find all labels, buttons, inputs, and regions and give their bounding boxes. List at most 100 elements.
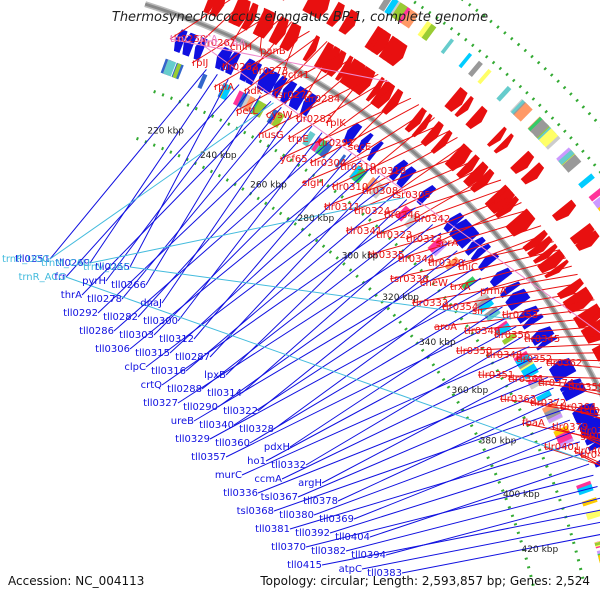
gene-arrow-forward xyxy=(493,133,514,154)
reverse-gene-leader xyxy=(353,430,576,520)
gene-arrow-forward xyxy=(273,18,289,45)
cog-block-reverse xyxy=(483,306,498,318)
rrna-gene-leader xyxy=(199,42,600,334)
gene-arrow-forward xyxy=(527,235,553,258)
forward-gene-label: tlr0263 xyxy=(222,62,258,73)
forward-gene-label: tlr0349 xyxy=(464,326,500,337)
forward-gene-leader xyxy=(301,123,443,184)
forward-gene-leader xyxy=(345,179,502,232)
gene-arrow-forward xyxy=(334,55,354,82)
forward-gene-leader xyxy=(375,186,509,236)
forward-gene-label: tlr0335 xyxy=(368,250,404,261)
forward-gene-label: petL xyxy=(236,106,258,117)
reverse-gene-label: tll0415 xyxy=(287,560,322,571)
forward-gene-leader xyxy=(281,26,302,76)
reverse-gene-leader xyxy=(369,463,590,538)
forward-gene-label: tlr0304 xyxy=(310,158,346,169)
reverse-gene-label: tll0282 xyxy=(103,312,138,323)
reverse-gene-label: tsl0367 xyxy=(261,492,298,503)
kbp-tick-label: 380 kbp xyxy=(480,437,517,447)
forward-gene-label: prmA xyxy=(480,286,507,297)
forward-gene-leader xyxy=(383,165,488,216)
cog-block-reverse xyxy=(197,73,208,90)
forward-gene-leader xyxy=(353,157,480,212)
cog-block-forward xyxy=(513,102,533,122)
reverse-gene-label: tll0266 xyxy=(111,280,146,291)
reverse-gene-leader xyxy=(297,387,554,498)
gene-arrow-forward xyxy=(520,162,545,185)
reverse-gene-leader xyxy=(313,419,571,516)
forward-gene-leader xyxy=(369,117,435,172)
cog-block-forward xyxy=(538,128,559,148)
gene-arrow-reverse xyxy=(343,122,360,144)
gene-arrow-forward xyxy=(582,322,600,339)
cog-block-forward xyxy=(562,154,582,173)
gene-arrow-forward xyxy=(411,113,433,138)
cog-block-forward xyxy=(530,119,550,138)
forward-gene-leader xyxy=(199,0,247,44)
forward-gene-leader xyxy=(551,426,600,442)
forward-gene-label: thiC xyxy=(458,262,478,273)
gene-arrow-forward xyxy=(532,243,558,264)
gene-arrow-reverse xyxy=(457,228,480,249)
cog-block-reverse xyxy=(473,292,489,306)
cog-block-reverse xyxy=(335,154,347,168)
cog-block-reverse xyxy=(547,412,563,424)
reverse-gene-leader xyxy=(257,377,548,494)
cog-block-forward xyxy=(403,11,419,29)
cog-block-forward xyxy=(527,116,543,132)
cog-block-reverse xyxy=(252,100,263,116)
forward-gene-label: tsr0338 xyxy=(390,274,429,285)
kbp-tick-label: 220 kbp xyxy=(147,127,184,137)
forward-gene-leader xyxy=(169,0,231,40)
forward-gene-leader xyxy=(397,217,535,260)
trna-gene-leader xyxy=(49,102,274,260)
forward-gene-label: trxA xyxy=(450,282,471,293)
forward-gene-label: tlr0354 xyxy=(442,302,478,313)
gene-arrow-forward xyxy=(365,76,385,102)
forward-gene-leader xyxy=(213,30,310,88)
forward-gene-label: tlr0323 xyxy=(376,230,412,241)
forward-gene-label: ycf65 xyxy=(280,154,308,165)
gene-arrow-forward xyxy=(268,16,285,43)
gene-arrow-forward xyxy=(544,259,569,279)
rrna-gene-label: trnL_CAA xyxy=(200,38,246,49)
forward-gene-label: tlr0345 xyxy=(524,334,560,345)
forward-gene-label: tlr0363 xyxy=(500,394,536,405)
forward-gene-leader xyxy=(235,51,345,112)
reverse-gene-leader xyxy=(177,132,323,322)
gene-arrow-forward xyxy=(421,121,444,147)
forward-gene-label: tlr0284 xyxy=(304,94,340,105)
kbp-tick-label: 280 kbp xyxy=(298,214,335,224)
reverse-gene-leader xyxy=(241,224,434,394)
reverse-gene-leader xyxy=(169,167,371,354)
reverse-gene-leader xyxy=(265,325,517,462)
forward-gene-leader xyxy=(279,97,412,160)
reverse-gene-label: tll0332 xyxy=(271,460,306,471)
cog-block-forward xyxy=(592,196,600,209)
cog-block-reverse xyxy=(172,63,182,79)
cog-block-reverse xyxy=(474,293,491,309)
reverse-gene-leader xyxy=(185,191,399,372)
forward-gene-leader xyxy=(433,307,600,328)
cog-block-forward xyxy=(588,187,600,202)
reverse-gene-leader xyxy=(161,113,293,304)
cog-block-forward xyxy=(378,0,392,12)
reverse-gene-leader xyxy=(273,408,565,512)
gene-arrow-forward xyxy=(284,24,302,52)
forward-gene-leader xyxy=(579,410,600,420)
kbp-tick-label: 320 kbp xyxy=(382,293,419,303)
reverse-gene-leader xyxy=(129,79,229,268)
reverse-gene-label: tll0251 xyxy=(15,254,50,265)
reverse-gene-label: tll0360 xyxy=(215,438,250,449)
reverse-gene-label: tll0392 xyxy=(295,528,330,539)
forward-gene-label: tlr0389 xyxy=(580,426,600,437)
cog-block-forward xyxy=(399,7,415,26)
forward-gene-label: tlr0342 xyxy=(414,214,450,225)
cog-block-forward xyxy=(496,85,512,102)
cog-block-forward xyxy=(384,0,399,16)
reverse-gene-leader xyxy=(105,89,251,282)
forward-gene-label: tlr0311 xyxy=(324,202,360,213)
